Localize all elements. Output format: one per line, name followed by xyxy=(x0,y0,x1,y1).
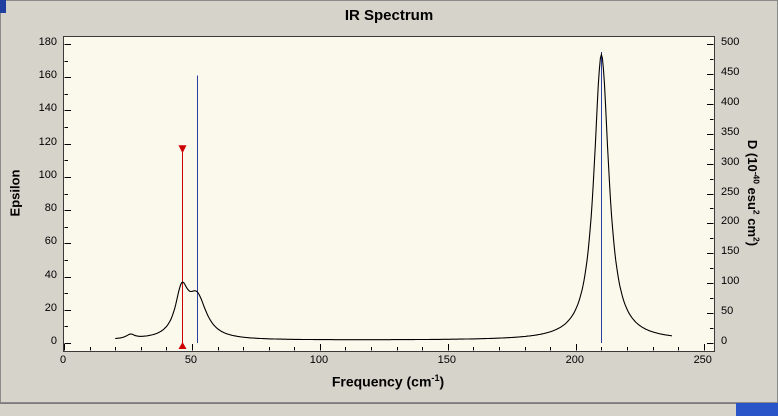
y-right-tick-label: 100 xyxy=(721,275,740,288)
y-right-tick-label: 0 xyxy=(721,335,728,348)
background-window-strip xyxy=(0,403,778,416)
x-tick-label: 150 xyxy=(437,354,457,366)
x-tick-label: 100 xyxy=(309,354,329,366)
x-tick-label: 50 xyxy=(184,354,198,366)
y-left-tick-label: 160 xyxy=(38,69,57,82)
y-right-tick-label: 350 xyxy=(721,125,740,138)
selected-mode-top-handle[interactable] xyxy=(178,145,187,154)
y-left-tick-label: 180 xyxy=(38,35,57,48)
x-tick-label: 0 xyxy=(59,354,67,366)
y-left-tick-label: 60 xyxy=(44,235,57,248)
y-left-tick-label: 20 xyxy=(44,301,57,314)
y-right-tick-label: 300 xyxy=(721,155,740,168)
background-window-fragment-top-left xyxy=(0,0,6,13)
spectrum-plot[interactable] xyxy=(64,37,714,351)
y-left-tick-label: 120 xyxy=(38,135,57,148)
x-tick-label: 200 xyxy=(565,354,584,366)
plot-panel: IR Spectrum Epsilon D (10-40 esu2 cm2) F… xyxy=(0,0,778,403)
background-window-fragment-bottom-right xyxy=(736,403,778,416)
plot-area[interactable] xyxy=(63,36,715,352)
y-right-tick-label: 500 xyxy=(721,35,740,48)
epsilon-curve xyxy=(115,52,673,341)
y-left-tick-label: 140 xyxy=(38,102,57,115)
x-tick-label: 250 xyxy=(693,354,712,366)
y-right-tick-label: 150 xyxy=(721,245,740,258)
y-left-tick-label: 80 xyxy=(44,202,57,215)
y-left-tick-label: 0 xyxy=(50,335,57,348)
x-axis-label-text: Frequency (cm-1) xyxy=(331,372,445,390)
y-right-tick-label: 450 xyxy=(721,65,740,78)
x-axis-label: Frequency (cm-1) xyxy=(332,373,444,390)
selected-mode-bottom-handle[interactable] xyxy=(178,342,187,349)
y-right-tick-label: 50 xyxy=(721,305,734,318)
y-left-tick-label: 100 xyxy=(38,168,57,181)
y-right-tick-label: 400 xyxy=(721,95,740,108)
y-right-tick-label: 250 xyxy=(721,185,740,198)
y-right-tick-label: 200 xyxy=(721,215,740,228)
chart-title: IR Spectrum xyxy=(344,7,434,24)
y-left-tick-label: 40 xyxy=(44,268,57,281)
